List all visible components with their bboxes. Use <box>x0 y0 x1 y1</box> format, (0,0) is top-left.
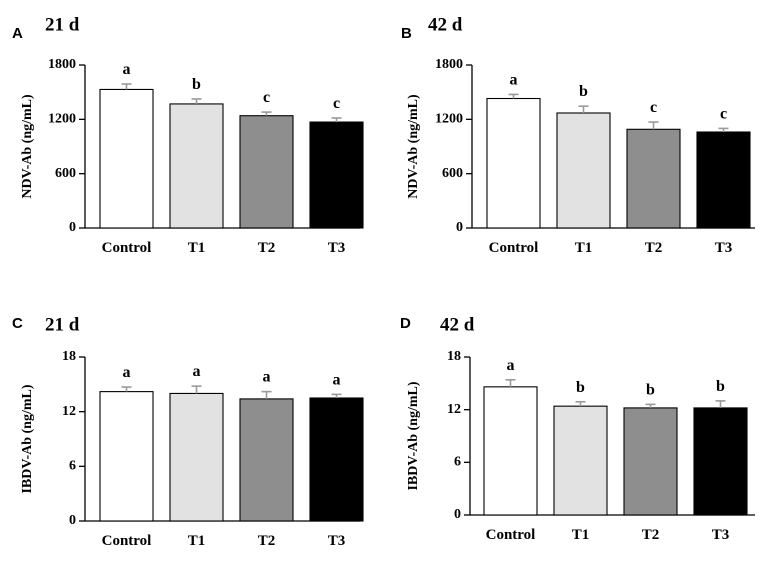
y-tick-label: 1200 <box>435 112 463 127</box>
significance-label: b <box>576 379 585 396</box>
x-tick-label: T2 <box>258 240 276 256</box>
x-tick-label: T1 <box>575 240 593 256</box>
y-tick-label: 0 <box>69 513 76 528</box>
panel-b: B 42 d NDV-Ab (ng/mL) 0 600 1200 1800 a Control b… <box>401 14 755 256</box>
significance-label: c <box>720 105 727 122</box>
bar-t2 <box>239 115 294 229</box>
y-tick-label: 1200 <box>48 112 76 127</box>
bar-t2 <box>626 128 681 229</box>
bar-control <box>99 88 154 229</box>
panel-title: 21 d <box>45 14 80 35</box>
significance-label: a <box>193 363 201 380</box>
x-tick-label: T2 <box>645 240 663 256</box>
significance-label: a <box>333 371 341 388</box>
y-tick-label: 6 <box>69 459 76 474</box>
y-axis-label: IBDV-Ab (ng/mL) <box>406 381 421 490</box>
bar-t1 <box>556 112 611 229</box>
y-tick-label: 6 <box>454 455 461 470</box>
significance-label: c <box>333 95 340 112</box>
x-tick-label: T3 <box>715 240 733 256</box>
significance-label: c <box>650 99 657 116</box>
bar-control <box>486 97 541 229</box>
x-tick-label: T2 <box>258 533 276 549</box>
panel-title: 42 d <box>428 14 463 35</box>
bar-t1 <box>169 103 224 229</box>
y-axis-label: NDV-Ab (ng/mL) <box>20 94 35 199</box>
y-tick-label: 600 <box>442 166 463 181</box>
bar-t1 <box>553 405 608 516</box>
significance-label: a <box>507 357 515 374</box>
significance-label: a <box>123 364 131 381</box>
x-tick-label: Control <box>102 240 152 256</box>
significance-label: b <box>579 83 588 100</box>
x-tick-label: T3 <box>328 240 346 256</box>
significance-label: a <box>123 61 131 78</box>
bar-t3 <box>696 131 751 229</box>
y-tick-label: 1800 <box>48 57 76 72</box>
panel-a: A 21 d NDV-Ab (ng/mL) 0 600 1200 1800 a Control b… <box>12 14 364 256</box>
y-tick-label: 0 <box>456 220 463 235</box>
bar-control <box>483 386 538 516</box>
y-tick-label: 18 <box>447 349 461 364</box>
y-tick-label: 600 <box>55 166 76 181</box>
bar-t3 <box>309 121 364 229</box>
panel-letter: A <box>12 25 23 42</box>
x-tick-label: T3 <box>712 527 730 543</box>
panel-letter: B <box>401 25 412 42</box>
significance-label: b <box>716 378 725 395</box>
x-tick-label: T1 <box>188 533 206 549</box>
y-axis-label: IBDV-Ab (ng/mL) <box>20 384 35 493</box>
panel-d: D 42 d IBDV-Ab (ng/mL) 0 6 12 18 a Control b T1 b T2… <box>400 314 755 543</box>
panel-letter: C <box>12 315 23 332</box>
x-tick-label: T1 <box>188 240 206 256</box>
bar-t2 <box>623 407 678 516</box>
significance-label: b <box>646 381 655 398</box>
x-tick-label: Control <box>489 240 539 256</box>
y-tick-label: 1800 <box>435 57 463 72</box>
x-tick-label: T2 <box>642 527 660 543</box>
y-tick-label: 0 <box>454 507 461 522</box>
significance-label: a <box>510 71 518 88</box>
y-tick-label: 12 <box>447 402 461 417</box>
x-tick-label: T1 <box>572 527 590 543</box>
panel-title: 42 d <box>440 314 475 335</box>
significance-label: b <box>192 76 201 93</box>
x-tick-label: Control <box>486 527 536 543</box>
panel-letter: D <box>400 315 411 332</box>
x-tick-label: T3 <box>328 533 346 549</box>
bar-t1 <box>169 392 224 522</box>
x-tick-label: Control <box>102 533 152 549</box>
y-tick-label: 18 <box>62 349 76 364</box>
y-axis-label: NDV-Ab (ng/mL) <box>406 94 421 199</box>
bar-t3 <box>309 397 364 522</box>
bar-t3 <box>693 407 748 516</box>
bar-t2 <box>239 398 294 522</box>
panel-title: 21 d <box>45 314 80 335</box>
y-tick-label: 0 <box>69 220 76 235</box>
y-tick-label: 12 <box>62 404 76 419</box>
panel-c: C 21 d IBDV-Ab (ng/mL) 0 6 12 18 a Control a T1 a T2… <box>12 314 364 549</box>
significance-label: a <box>263 369 271 386</box>
significance-label: c <box>263 89 270 106</box>
bar-control <box>99 391 154 522</box>
